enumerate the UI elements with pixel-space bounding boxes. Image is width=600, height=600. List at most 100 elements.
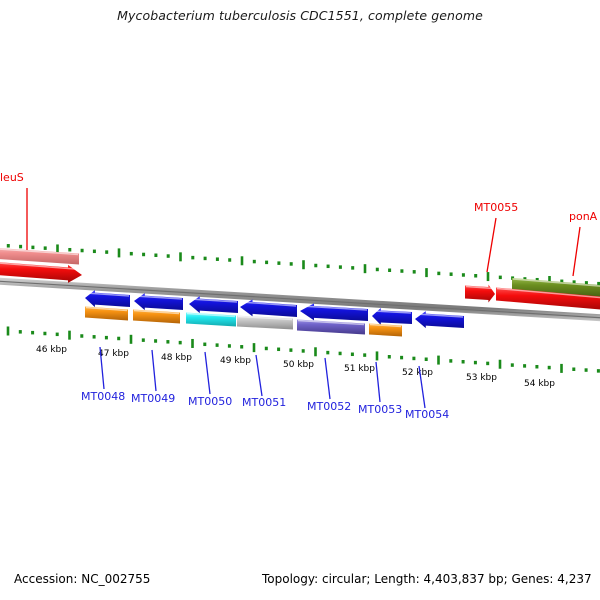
ruler-tick-minor: [449, 272, 453, 276]
ruler-tick-minor: [252, 259, 256, 264]
ruler-tick-minor: [227, 344, 231, 348]
ruler-tick-minor: [43, 331, 47, 336]
gene-label-pona[interactable]: ponA: [569, 210, 598, 223]
gene-label-mt0048[interactable]: MT0048: [81, 390, 125, 403]
ruler-tick-minor: [31, 330, 35, 335]
feature-olive-ponA-highlight: [512, 278, 600, 287]
ruler-tick-minor: [141, 338, 145, 342]
ruler-tick-minor: [461, 273, 465, 277]
ruler-tick-minor: [92, 335, 96, 339]
ruler-tick-major: [129, 334, 133, 344]
ruler-tick-major: [425, 268, 428, 278]
ruler-tick-major: [117, 248, 121, 258]
ruler-tick-major: [560, 363, 563, 373]
leader-line-mt0055: [486, 217, 497, 273]
gene-MT0052-arrow[interactable]: [300, 303, 368, 321]
ruler-tick-minor: [412, 356, 416, 361]
ruler-tick-minor: [301, 349, 305, 353]
ruler-tick-minor: [314, 263, 318, 268]
ruler-tick-minor: [264, 346, 268, 351]
ruler-tick-minor: [80, 334, 84, 338]
ruler-tick-minor: [523, 277, 527, 281]
gene-MT0049-arrow-highlight: [134, 295, 183, 300]
gene-MT0053-arrow[interactable]: [372, 307, 412, 325]
ruler-tick-minor: [104, 335, 108, 340]
gene-label-mt0050[interactable]: MT0050: [188, 395, 232, 408]
ruler-tick-minor: [535, 364, 539, 369]
ruler-tick-minor: [363, 353, 367, 357]
gene-label-leus[interactable]: leuS: [0, 171, 24, 184]
page-title: Mycobacterium tuberculosis CDC1551, comp…: [117, 8, 483, 23]
ruler-tick-major: [314, 347, 317, 357]
ruler-label-4: 49 kbp: [220, 356, 251, 366]
ruler-label-1: 46 kbp: [36, 345, 67, 355]
ruler-tick-minor: [375, 267, 379, 272]
feature-pink-leuS-highlight: [0, 248, 79, 256]
ruler-tick-minor: [486, 361, 490, 366]
gene-MT0051-arrow-highlight: [240, 301, 297, 307]
genome-axis-centerline: [0, 280, 600, 319]
ruler-tick-minor: [68, 247, 72, 252]
genome-summary-text: Topology: circular; Length: 4,403,837 bp…: [262, 572, 592, 586]
gene-MT0051-arrow[interactable]: [240, 299, 297, 317]
ruler-tick-minor: [154, 253, 158, 258]
ruler-tick-minor: [178, 340, 182, 345]
gene-labels-top: leuS MT0055 ponA: [0, 171, 598, 277]
feature-olive-ponA[interactable]: [512, 278, 600, 298]
leader-line-mt0053: [375, 361, 381, 403]
ruler-tick-major: [302, 260, 305, 270]
ruler-tick-minor: [572, 367, 576, 371]
ruler-tick-minor: [510, 363, 514, 367]
ruler-tick-minor: [560, 279, 564, 284]
leader-line-mt0052: [324, 357, 331, 400]
ruler-tick-minor: [473, 360, 477, 365]
ruler-ticks-bottom: [6, 326, 600, 373]
ruler-tick-minor: [105, 250, 109, 254]
ruler-tick-minor: [289, 262, 293, 266]
gene-label-mt0055[interactable]: MT0055: [474, 201, 518, 214]
gene-label-mt0052[interactable]: MT0052: [307, 400, 351, 413]
ruler-label-6: 51 kbp: [344, 364, 375, 374]
ruler-tick-minor: [117, 336, 121, 341]
ruler-label-3: 48 kbp: [161, 353, 192, 363]
gene-label-mt0054[interactable]: MT0054: [405, 408, 449, 421]
ruler-tick-minor: [31, 245, 35, 250]
feature-pink-leuS[interactable]: [0, 248, 79, 265]
gene-MT0050-bar-highlight: [186, 312, 236, 318]
leader-line-pona: [572, 226, 581, 277]
ruler-tick-major: [375, 351, 379, 361]
gene-MT0053-bar-highlight: [369, 323, 402, 328]
feature-red-ponA[interactable]: [496, 287, 600, 311]
ruler-tick-minor: [43, 246, 47, 250]
feature-red-MT0055[interactable]: [465, 284, 495, 303]
gene-MT0052-bar-highlight: [297, 319, 365, 326]
ruler-ticks-top: [6, 244, 600, 286]
ruler-tick-minor: [289, 348, 293, 352]
feature-red-MT0055-highlight: [465, 285, 495, 290]
gene-label-mt0049[interactable]: MT0049: [131, 392, 175, 405]
ruler-tick-minor: [572, 280, 576, 284]
ruler-tick-minor: [412, 270, 416, 274]
ruler-tick-minor: [277, 347, 281, 352]
ruler-tick-minor: [461, 360, 465, 364]
genome-axis-line: [0, 277, 600, 322]
ruler-tick-major: [363, 264, 367, 274]
ruler-tick-minor: [523, 364, 527, 368]
ruler-tick-minor: [350, 352, 354, 357]
gene-MT0053-bar[interactable]: [369, 323, 402, 337]
ruler-tick-minor: [326, 264, 330, 269]
gene-label-mt0053[interactable]: MT0053: [358, 403, 402, 416]
ruler-tick-minor: [584, 368, 588, 372]
ruler-tick-major: [498, 359, 502, 369]
gene-label-mt0051[interactable]: MT0051: [242, 396, 286, 409]
ruler-tick-minor: [18, 330, 22, 334]
ruler-tick-minor: [400, 269, 404, 273]
ruler-tick-minor: [277, 261, 281, 265]
ruler-tick-minor: [240, 345, 244, 349]
ruler-tick-minor: [597, 281, 600, 286]
ruler-tick-minor: [596, 369, 600, 373]
feature-track-lower-arrows: [85, 290, 464, 329]
gene-MT0054-arrow-highlight: [415, 313, 464, 318]
ruler-tick-minor: [203, 342, 207, 347]
